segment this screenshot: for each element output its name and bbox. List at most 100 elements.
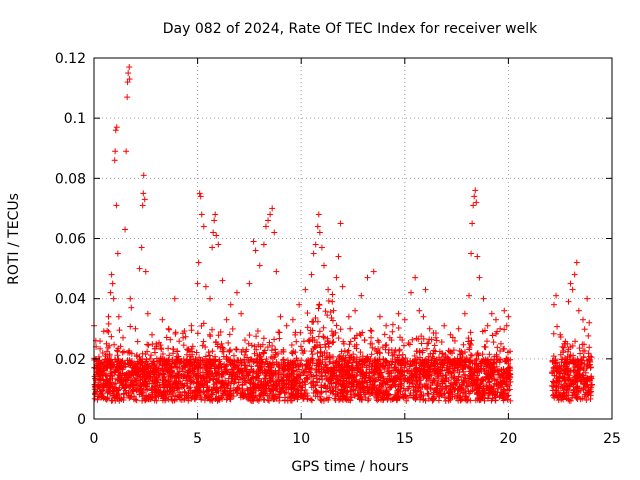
data-point: [183, 377, 190, 384]
data-point: [114, 250, 121, 257]
data-point: [200, 223, 207, 230]
data-point: [256, 393, 263, 400]
data-point: [136, 265, 143, 272]
data-point: [289, 364, 296, 371]
data-point: [560, 375, 567, 382]
data-point: [223, 396, 230, 403]
y-axis-label: ROTI / TECUs: [6, 193, 22, 285]
data-point: [327, 358, 334, 365]
data-point: [499, 394, 506, 401]
data-point: [298, 357, 305, 364]
data-point: [553, 292, 560, 299]
y-tick-label: 0: [77, 412, 86, 428]
data-point: [300, 338, 307, 345]
data-point: [323, 349, 330, 356]
data-point: [202, 365, 209, 372]
data-point: [347, 391, 354, 398]
data-point: [260, 335, 267, 342]
data-point: [266, 339, 273, 346]
data-point: [277, 389, 284, 396]
data-point: [233, 289, 240, 296]
x-tick-label: 10: [292, 431, 310, 447]
data-point: [357, 366, 364, 373]
data-point: [330, 338, 337, 345]
data-point: [420, 313, 427, 320]
data-point: [316, 328, 323, 335]
data-point: [314, 223, 321, 230]
data-point: [282, 380, 289, 387]
data-point: [417, 371, 424, 378]
data-point: [133, 397, 140, 404]
data-point: [585, 332, 592, 339]
data-point: [160, 381, 167, 388]
data-point: [385, 349, 392, 356]
data-point: [297, 376, 304, 383]
data-point: [298, 387, 305, 394]
data-point: [287, 378, 294, 385]
data-point: [441, 322, 448, 329]
data-point: [408, 289, 415, 296]
data-point: [306, 365, 313, 372]
data-point: [132, 396, 139, 403]
data-point: [468, 337, 475, 344]
data-point: [431, 342, 438, 349]
data-point: [493, 351, 500, 358]
data-point: [327, 309, 334, 316]
data-point: [368, 351, 375, 358]
data-point: [292, 380, 299, 387]
data-point: [369, 344, 376, 351]
data-point: [336, 367, 343, 374]
data-point: [195, 368, 202, 375]
data-point: [368, 328, 375, 335]
data-point: [488, 310, 495, 317]
data-point: [119, 349, 126, 356]
data-point: [449, 350, 456, 357]
data-point: [318, 384, 325, 391]
y-tick-label: 0.04: [55, 292, 86, 308]
data-point: [335, 386, 342, 393]
data-point: [188, 378, 195, 385]
data-point: [422, 286, 429, 293]
data-point: [248, 356, 255, 363]
data-point: [249, 397, 256, 404]
data-point: [105, 320, 112, 327]
data-point: [291, 385, 298, 392]
data-point: [554, 323, 561, 330]
data-point: [347, 325, 354, 332]
data-point: [206, 375, 213, 382]
data-point: [582, 382, 589, 389]
data-point: [413, 394, 420, 401]
data-point: [242, 379, 249, 386]
data-point: [254, 328, 261, 335]
data-point: [404, 377, 411, 384]
data-point: [576, 345, 583, 352]
data-point: [190, 373, 197, 380]
data-point: [476, 383, 483, 390]
data-point: [322, 308, 329, 315]
data-point: [500, 386, 507, 393]
data-point: [467, 329, 474, 336]
data-point: [413, 378, 420, 385]
data-point: [335, 362, 342, 369]
data-point: [203, 378, 210, 385]
data-point: [165, 325, 172, 332]
data-point: [194, 330, 201, 337]
data-point: [403, 397, 410, 404]
data-point: [140, 386, 147, 393]
data-point: [337, 389, 344, 396]
data-point: [95, 393, 102, 400]
data-point: [255, 372, 262, 379]
data-point: [497, 348, 504, 355]
data-point: [213, 338, 220, 345]
data-point: [125, 373, 132, 380]
data-point: [271, 396, 278, 403]
y-tick-label: 0.08: [55, 171, 86, 187]
data-point: [573, 259, 580, 266]
data-point: [424, 340, 431, 347]
data-point: [577, 350, 584, 357]
data-point: [572, 338, 579, 345]
data-point: [273, 268, 280, 275]
data-point: [447, 382, 454, 389]
data-point: [486, 351, 493, 358]
data-point: [579, 316, 586, 323]
